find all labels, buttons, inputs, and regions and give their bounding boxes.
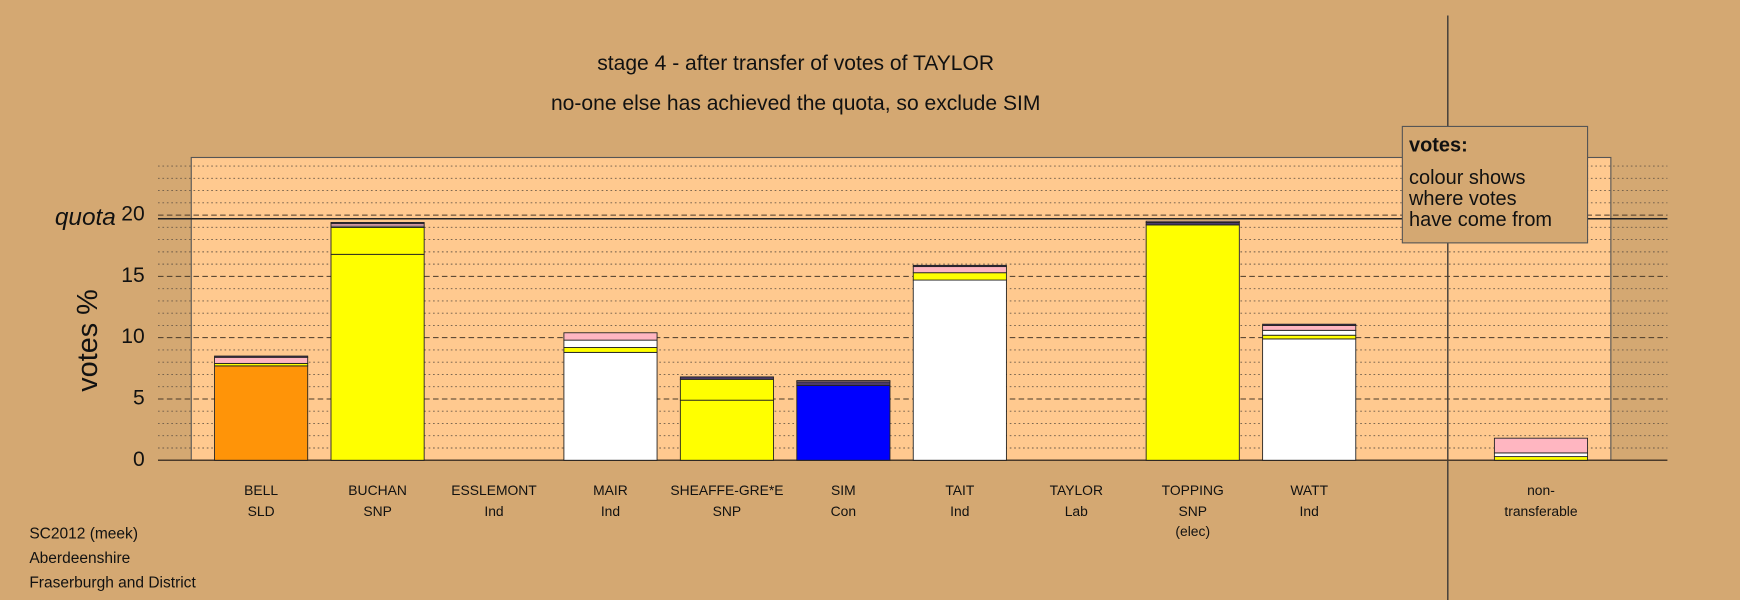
candidate-name: TOPPING: [1162, 482, 1224, 498]
bar-segment: [912, 272, 1007, 281]
candidate-name: MAIR: [593, 482, 628, 498]
candidate-name: WATT: [1290, 482, 1328, 498]
legend-box: [1401, 125, 1589, 244]
candidate-party: SLD: [248, 503, 275, 519]
bar-segment: [1262, 323, 1357, 326]
bar-segment: [912, 266, 1007, 274]
bar-segment: [563, 351, 658, 461]
bar-segment: [330, 226, 425, 255]
legend-text: where votes: [1408, 188, 1517, 210]
bar-segment: [330, 253, 425, 461]
candidate-party: SNP: [1178, 503, 1207, 519]
bar-segment: [1262, 329, 1357, 336]
bar-segment: [1493, 456, 1589, 461]
bar-segment: [1262, 324, 1357, 331]
bar-segment: [1262, 338, 1357, 461]
bar-segment: [796, 385, 891, 461]
candidate-party: SNP: [713, 503, 742, 519]
bar-segment: [679, 376, 774, 380]
bars: BELL SLD BUCHAN SNP ESSLEMONT Ind MAIR Ind SHEAF…: [214, 220, 1589, 539]
y-tick-label: 5: [133, 387, 145, 410]
bar-segment: [563, 339, 658, 348]
candidate-name: ESSLEMONT: [451, 482, 537, 498]
chart-subtitle: no-one else has achieved the quota, so e…: [551, 92, 1040, 115]
y-tick-label: 0: [133, 448, 145, 471]
footer-line: Aberdeenshire: [29, 550, 130, 567]
bar-segment: [214, 356, 309, 364]
candidate-party: Lab: [1065, 503, 1088, 519]
bar-segment: [912, 279, 1007, 461]
candidate-name: BUCHAN: [348, 482, 407, 498]
bar-segment: [214, 365, 309, 461]
footer-line: Fraserburgh and District: [29, 574, 196, 591]
candidate-name: non-: [1527, 482, 1555, 498]
bar-segment: [1493, 437, 1589, 454]
y-axis-label: votes %: [72, 289, 104, 392]
bar-segment: [796, 380, 891, 383]
candidate-note: (elec): [1175, 523, 1210, 539]
candidate-name: SHEAFFE-GRE*E: [670, 482, 783, 498]
candidate-name: SIM: [831, 482, 856, 498]
bar-segment: [796, 381, 891, 386]
candidate-name: BELL: [244, 482, 278, 498]
bar-segment: [330, 222, 425, 225]
quota-label: quota: [55, 204, 116, 231]
y-tick-label: 20: [121, 203, 144, 226]
candidate-name: TAIT: [945, 482, 975, 498]
candidate-party: SNP: [363, 503, 392, 519]
legend-text: colour shows: [1409, 167, 1525, 189]
y-tick-label: 10: [121, 325, 144, 348]
bar-segment: [679, 378, 774, 401]
legend: votes: colour shows where votes have com…: [1401, 125, 1589, 244]
legend-text: have come from: [1409, 209, 1552, 231]
plot-area: [190, 156, 1612, 461]
candidate-party: Con: [831, 503, 856, 519]
bar-segment: [1262, 334, 1357, 340]
candidate-party: Ind: [950, 503, 969, 519]
candidate-party: Ind: [601, 503, 620, 519]
candidate-party: Ind: [484, 503, 503, 519]
bar-segment: [912, 264, 1007, 268]
bar-segment: [563, 347, 658, 353]
bar-segment: [214, 355, 309, 358]
chart-title: stage 4 - after transfer of votes of TAY…: [597, 52, 994, 75]
bar-segment: [679, 399, 774, 461]
candidate-name: TAYLOR: [1050, 482, 1103, 498]
candidate-party: transferable: [1504, 503, 1577, 519]
bar-segment: [1145, 220, 1240, 223]
bar-segment: [1145, 224, 1240, 461]
bar-segment: [1493, 452, 1589, 458]
footer-line: SC2012 (meek): [29, 526, 138, 543]
bar-segment: [563, 332, 658, 341]
y-tick-label: 15: [121, 264, 144, 287]
candidate-party: Ind: [1300, 503, 1319, 519]
legend-title: votes:: [1409, 135, 1468, 157]
